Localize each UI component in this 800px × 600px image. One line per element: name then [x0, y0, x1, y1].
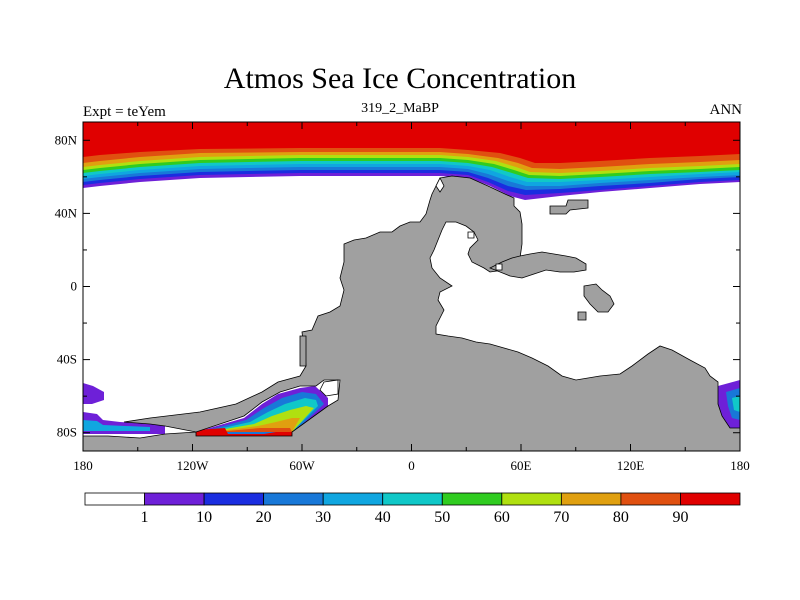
map-subtitle: 319_2_MaBP — [361, 101, 439, 116]
land-island-northeast — [549, 199, 589, 215]
y-tick-label: 0 — [71, 279, 78, 294]
season-label: ANN — [709, 102, 743, 118]
sh-ice-band — [83, 420, 150, 431]
colorbar-label: 90 — [672, 509, 688, 526]
colorbar-label: 80 — [613, 509, 629, 526]
land-island-east — [583, 283, 615, 313]
colorbar: 1 10 20 30 40 50 60 70 80 90 — [84, 492, 741, 526]
nh-ice-band — [83, 122, 740, 163]
inland-sea — [319, 379, 339, 397]
inland-sea — [467, 231, 475, 239]
colorbar-label: 60 — [494, 509, 510, 526]
map-title: Atmos Sea Ice Concentration — [223, 62, 577, 95]
y-tick-label: 80S — [57, 425, 77, 440]
colorbar-swatch — [263, 492, 324, 506]
colorbar-swatch — [441, 492, 503, 506]
colorbar-label: 50 — [434, 509, 450, 526]
x-tick-label: 0 — [408, 458, 415, 473]
land-western-arm — [299, 335, 307, 367]
sh-ice-band — [732, 396, 740, 412]
x-tick-label: 120W — [177, 458, 210, 473]
axis-ticks — [82, 122, 741, 451]
land-island-small — [577, 311, 587, 321]
colorbar-swatch — [382, 492, 443, 506]
experiment-label: Expt = teYem — [83, 104, 166, 120]
colorbar-swatch — [144, 492, 205, 506]
colorbar-swatch — [560, 492, 622, 506]
land-pangaea — [83, 175, 740, 451]
x-tick-label: 60E — [511, 458, 532, 473]
x-tick-label: 180 — [730, 458, 750, 473]
land — [83, 175, 740, 451]
sh-ice-band — [216, 428, 292, 432]
y-tick-label: 80N — [55, 132, 78, 147]
x-tick-label: 60W — [289, 458, 315, 473]
colorbar-label: 10 — [196, 509, 212, 526]
colorbar-label: 40 — [375, 509, 391, 526]
sh-ice-band — [83, 383, 104, 404]
colorbar-label: 20 — [256, 509, 272, 526]
colorbar-label: 1 — [141, 509, 149, 526]
inland-seas — [319, 177, 503, 397]
colorbar-swatch — [501, 492, 562, 506]
colorbar-label: 70 — [553, 509, 569, 526]
colorbar-swatch — [84, 492, 145, 506]
colorbar-swatch — [322, 492, 384, 506]
sh-ice-band — [196, 428, 292, 436]
x-tick-label: 120E — [617, 458, 645, 473]
colorbar-swatch — [680, 492, 741, 506]
colorbar-label: 30 — [315, 509, 331, 526]
inland-sea — [495, 263, 503, 271]
y-tick-label: 40S — [57, 352, 77, 367]
x-tick-label: 180 — [73, 458, 93, 473]
colorbar-swatch — [203, 492, 265, 506]
inland-sea — [435, 177, 445, 193]
land-eastern-block — [489, 251, 587, 279]
axis-labels: 180 120W 60W 0 60E 120E 180 80N 40N 0 40S 80S — [55, 132, 750, 473]
y-tick-label: 40N — [55, 205, 78, 220]
map-field — [83, 122, 740, 451]
colorbar-swatch — [620, 492, 681, 506]
